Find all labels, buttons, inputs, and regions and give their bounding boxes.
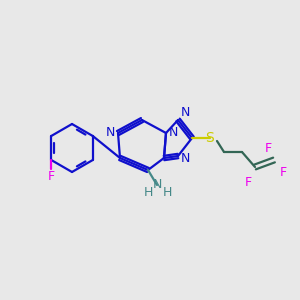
Text: F: F <box>48 170 55 184</box>
Text: F: F <box>244 176 252 190</box>
Text: H: H <box>162 187 172 200</box>
Text: N: N <box>168 127 178 140</box>
Text: N: N <box>152 178 162 191</box>
Text: S: S <box>206 131 214 145</box>
Text: N: N <box>180 106 190 119</box>
Text: N: N <box>180 152 190 164</box>
Text: F: F <box>279 166 286 178</box>
Text: N: N <box>105 127 115 140</box>
Text: H: H <box>143 187 153 200</box>
Text: F: F <box>264 142 272 154</box>
